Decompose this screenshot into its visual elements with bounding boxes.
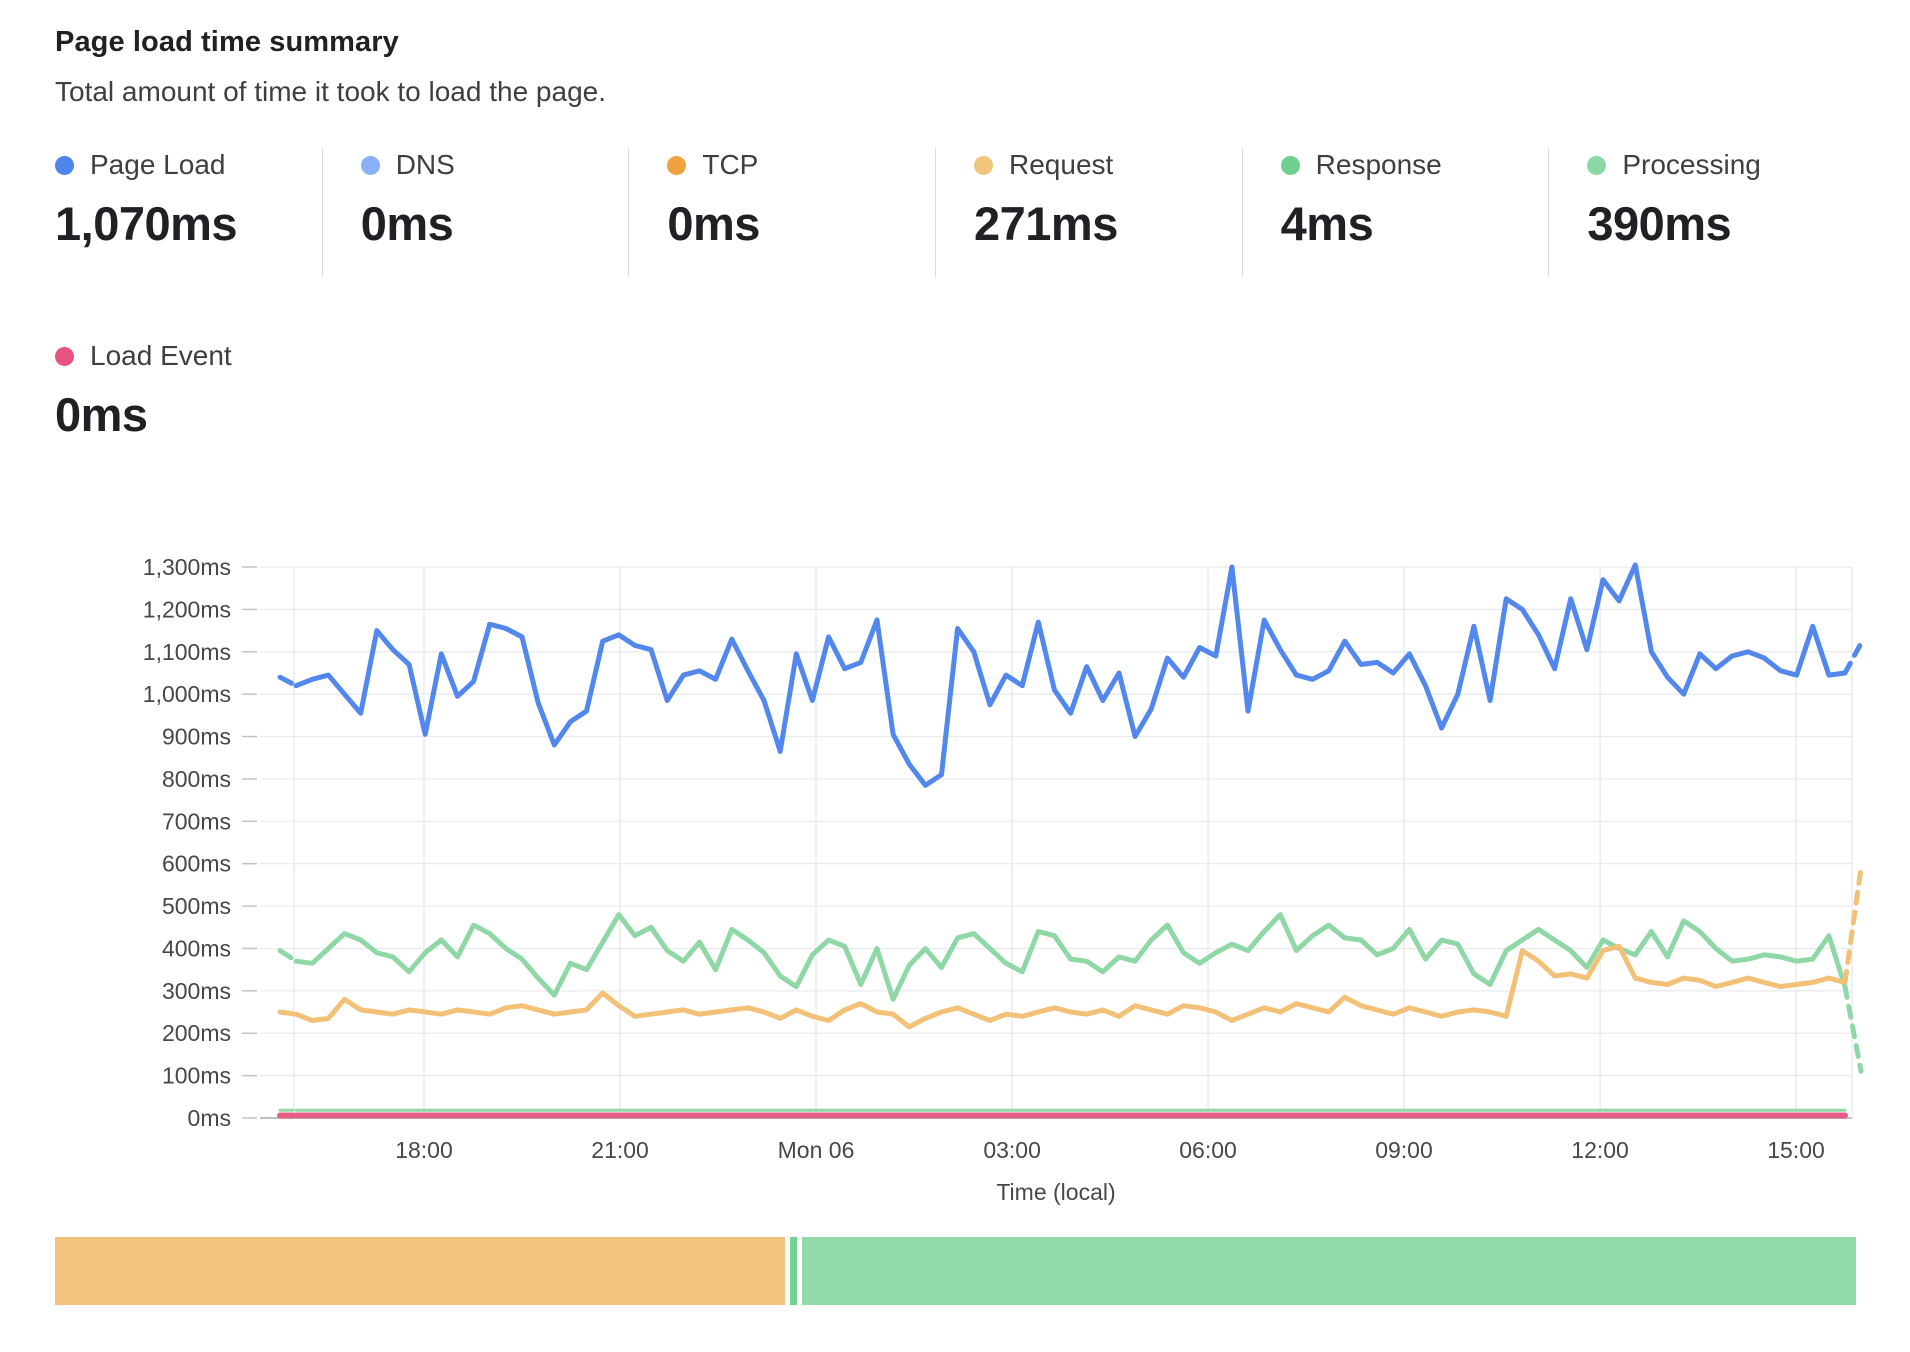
svg-text:600ms: 600ms [162,851,231,877]
page-subtitle: Total amount of time it took to load the… [55,76,607,107]
series-processing [277,912,1864,1074]
response-legend-dot-icon [1280,155,1300,175]
x-tick-label: 18:00 [395,1137,453,1163]
processing-band [801,1237,1856,1305]
load-event-card[interactable]: Load Event 0ms [55,339,1855,442]
metric-label: DNS [395,149,455,180]
page-load-legend-dot-icon [55,155,74,175]
metric-card-tcp[interactable]: TCP 0ms [628,148,935,277]
timeline-band-bar [55,1237,1856,1305]
svg-text:0ms: 0ms [188,1105,231,1131]
metric-label: Load Event [90,340,232,371]
metrics-legend-row: Page Load 1,070ms DNS 0ms TCP 0ms Request 271ms… [55,148,1855,277]
page-title: Page load time summary [55,26,399,58]
svg-text:1,000ms: 1,000ms [143,681,231,707]
svg-text:300ms: 300ms [162,978,231,1004]
metric-card-dns[interactable]: DNS 0ms [321,148,629,277]
metric-label: Page Load [90,149,226,180]
x-tick-label: 21:00 [591,1137,649,1163]
x-tick-label: Mon 06 [778,1137,855,1163]
metric-card-processing[interactable]: Processing 390ms [1548,148,1855,277]
x-tick-label: 15:00 [1767,1137,1825,1163]
x-tick-label: 03:00 [983,1137,1041,1163]
tcp-legend-dot-icon [667,155,687,175]
metric-card-page-load[interactable]: Page Load 1,070ms [55,148,322,277]
x-tick-label: 12:00 [1571,1137,1629,1163]
svg-text:500ms: 500ms [162,893,231,919]
svg-text:1,300ms: 1,300ms [143,554,231,580]
request-band [55,1237,785,1305]
metric-label: Response [1315,149,1442,180]
series-page-load [277,562,1864,788]
request-legend-dot-icon [974,155,994,175]
svg-text:700ms: 700ms [162,808,231,834]
timeseries-chart[interactable]: 0ms 100ms 200ms 300ms 400ms 500ms 600ms 700ms 80… [55,550,1864,1215]
metric-value: 4ms [1280,197,1374,250]
series-request [277,865,1864,1030]
x-tick-label: 06:00 [1179,1137,1237,1163]
metric-value: 390ms [1587,197,1732,250]
svg-text:900ms: 900ms [162,724,231,750]
svg-text:200ms: 200ms [162,1020,231,1046]
gridlines [260,566,1853,1119]
divider-band [789,1237,797,1305]
metric-label: Request [1009,149,1114,180]
y-axis: 0ms 100ms 200ms 300ms 400ms 500ms 600ms 700ms 80… [143,554,257,1131]
dns-legend-dot-icon [360,155,380,175]
svg-text:800ms: 800ms [162,766,231,792]
svg-text:1,200ms: 1,200ms [143,596,231,622]
metric-value: 0ms [55,388,148,441]
svg-text:100ms: 100ms [162,1063,231,1089]
processing-legend-dot-icon [1587,155,1607,175]
svg-text:400ms: 400ms [162,935,231,961]
metric-label: TCP [702,149,759,180]
x-axis: 18:00 21:00 Mon 06 03:00 06:00 09:00 12:00 15:0… [395,1137,1825,1205]
metric-card-request[interactable]: Request 271ms [935,148,1242,277]
load-event-legend-dot-icon [55,346,74,366]
x-tick-label: 09:00 [1375,1137,1433,1163]
metric-label: Processing [1622,149,1761,180]
chart-canvas[interactable]: 0ms 100ms 200ms 300ms 400ms 500ms 600ms 700ms 80… [55,550,1910,1215]
metric-value: 0ms [667,197,760,250]
svg-text:1,100ms: 1,100ms [143,639,231,665]
metric-value: 0ms [360,197,454,250]
metric-card-response[interactable]: Response 4ms [1241,148,1549,277]
metric-value: 271ms [974,197,1118,250]
metric-value: 1,070ms [55,197,238,250]
x-axis-title: Time (local) [996,1179,1115,1205]
